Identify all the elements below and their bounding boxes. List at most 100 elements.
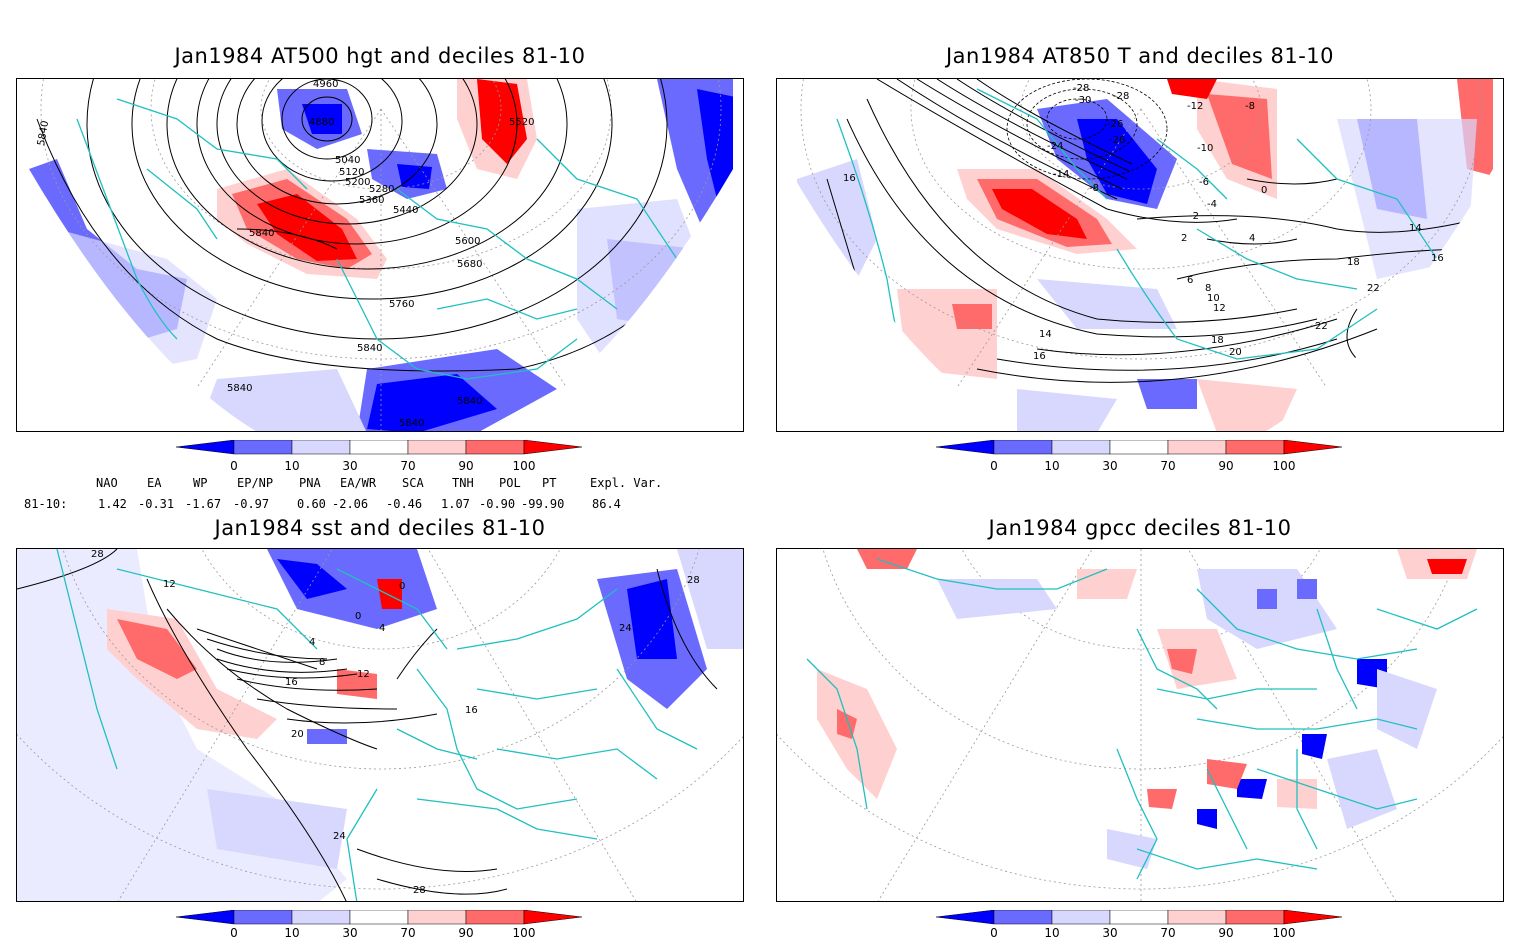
contour-label: 16 — [465, 705, 478, 716]
contour-label: 5840 — [399, 418, 424, 429]
shade-high-ne-mid — [1207, 94, 1272, 179]
contour-label: -4 — [1207, 199, 1217, 210]
shade-low-south — [1137, 379, 1197, 409]
contour-label: 5840 — [357, 343, 382, 354]
shade-low-east-core — [627, 579, 677, 659]
colorbar-label: 90 — [458, 926, 474, 940]
panel-title-t850: Jan1984 AT850 T and deciles 81-10 — [945, 44, 1335, 68]
colorbar-label: 70 — [1160, 926, 1176, 940]
shade-high-se — [1197, 379, 1297, 431]
contour-label: 0 — [355, 611, 361, 622]
colorbar-label: 30 — [1102, 459, 1118, 473]
contour-label: -12 — [1187, 101, 1203, 112]
colorbar-swatches — [176, 910, 583, 925]
contour-label: 4 — [309, 637, 315, 648]
shade-low-center-core — [397, 164, 432, 189]
contour-label: 5040 — [335, 155, 360, 166]
colorbar-label: 0 — [990, 926, 998, 940]
colorbar-label: 10 — [1044, 926, 1060, 940]
shade-high-mid — [337, 669, 377, 699]
shade-high-sw — [897, 289, 997, 379]
index-header: EP/NP — [237, 476, 274, 490]
index-header: TNH — [452, 476, 474, 490]
contour-label: 5680 — [457, 259, 482, 270]
contour-label: 5360 — [359, 195, 384, 206]
contour-label: -14 — [1053, 169, 1069, 180]
index-value: -0.31 — [138, 497, 175, 511]
contour-label: 4880 — [309, 117, 334, 128]
contour-label: 5840 — [227, 383, 252, 394]
z500-map: 4960 4880 5040 5120 5200 5280 5360 5440 … — [29, 79, 733, 431]
colorbar-swatches — [936, 440, 1343, 455]
index-row-label: 81-10: — [24, 497, 68, 511]
index-value: -0.46 — [386, 497, 423, 511]
shade-low-mid — [307, 729, 347, 744]
contour-label: 18 — [1211, 335, 1224, 346]
contour-label: 16 — [843, 173, 856, 184]
contour-label: 2 — [1181, 233, 1187, 244]
contour-label: 5200 — [345, 177, 370, 188]
contour-label: -28 — [1073, 83, 1089, 94]
map-panel-z500: 4960 4880 5040 5120 5200 5280 5360 5440 … — [16, 78, 744, 432]
sst-map: 28 12 0 0 4 4 8 12 16 16 20 24 24 28 28 — [17, 549, 743, 901]
index-header: EA/WR — [340, 476, 377, 490]
contour-label: -8 — [1089, 183, 1099, 194]
contour-label: 24 — [333, 831, 346, 842]
contour-label: 4960 — [313, 79, 338, 90]
colorbar-label: 0 — [230, 459, 238, 473]
map-panel-t850: -28 -30 -28 -26 -26 -24 -14 -12 -10 -8 -… — [776, 78, 1504, 432]
colorbar-label: 30 — [342, 926, 358, 940]
contour-label: -10 — [1197, 143, 1213, 154]
contour-label: 5760 — [389, 299, 414, 310]
colorbar-label: 100 — [1272, 926, 1296, 940]
contour-label: 0 — [1261, 185, 1267, 196]
index-value: -0.90 — [479, 497, 516, 511]
colorbar-label: 70 — [400, 926, 416, 940]
index-header: POL — [499, 476, 521, 490]
shade-light-south — [1037, 279, 1177, 329]
contour-label: 10 — [1207, 293, 1220, 304]
index-value: 1.07 — [441, 497, 470, 511]
colorbar-label: 100 — [1272, 459, 1296, 473]
contour-label: 20 — [291, 729, 304, 740]
colorbar-label: 70 — [1160, 459, 1176, 473]
contour-label: 5520 — [509, 117, 534, 128]
map-panel-sst: 28 12 0 0 4 4 8 12 16 16 20 24 24 28 28 — [16, 548, 744, 902]
colorbar-label: 0 — [990, 459, 998, 473]
shade-low-north-core — [277, 559, 347, 599]
contour-label: -30 — [1075, 95, 1091, 106]
contour-label: 4 — [1249, 233, 1255, 244]
contour-label: 20 — [1229, 347, 1242, 358]
index-header: PNA — [299, 476, 321, 490]
shade-high-sw-core — [952, 304, 992, 329]
index-header: SCA — [402, 476, 424, 490]
contour-label: 14 — [1039, 329, 1052, 340]
contour-label: 18 — [1347, 257, 1360, 268]
index-value: -0.97 — [233, 497, 270, 511]
contour-label: 22 — [1315, 321, 1328, 332]
contour-label: 28 — [413, 885, 426, 896]
index-header: WP — [193, 476, 208, 490]
contour-label: -26 — [1107, 119, 1123, 130]
contour-label: 8 — [319, 657, 325, 668]
contour-label: 5840 — [457, 396, 482, 407]
colorbar-label: 70 — [400, 459, 416, 473]
contour-label: 28 — [91, 549, 104, 560]
colorbar-label: 0 — [230, 926, 238, 940]
colorbar-label: 10 — [1044, 459, 1060, 473]
shade-high-ne-top — [1167, 79, 1217, 99]
colorbar-t850: 0 10 30 70 90 100 — [936, 440, 1356, 480]
precip-anomaly-speckles — [817, 549, 1477, 869]
contour-label: 5840 — [249, 228, 274, 239]
contour-label: -24 — [1047, 141, 1063, 152]
contour-label: 16 — [1431, 253, 1444, 264]
index-header: NAO — [96, 476, 118, 490]
contour-label: -8 — [1245, 101, 1255, 112]
t850-map: -28 -30 -28 -26 -26 -24 -14 -12 -10 -8 -… — [789, 79, 1493, 431]
colorbar-swatches — [936, 910, 1343, 925]
index-value: 1.42 — [98, 497, 127, 511]
colorbar-label: 30 — [342, 459, 358, 473]
shade-low-south-core — [367, 374, 497, 431]
shade-low-east-core — [697, 89, 733, 219]
shade-light-south — [197, 369, 367, 431]
